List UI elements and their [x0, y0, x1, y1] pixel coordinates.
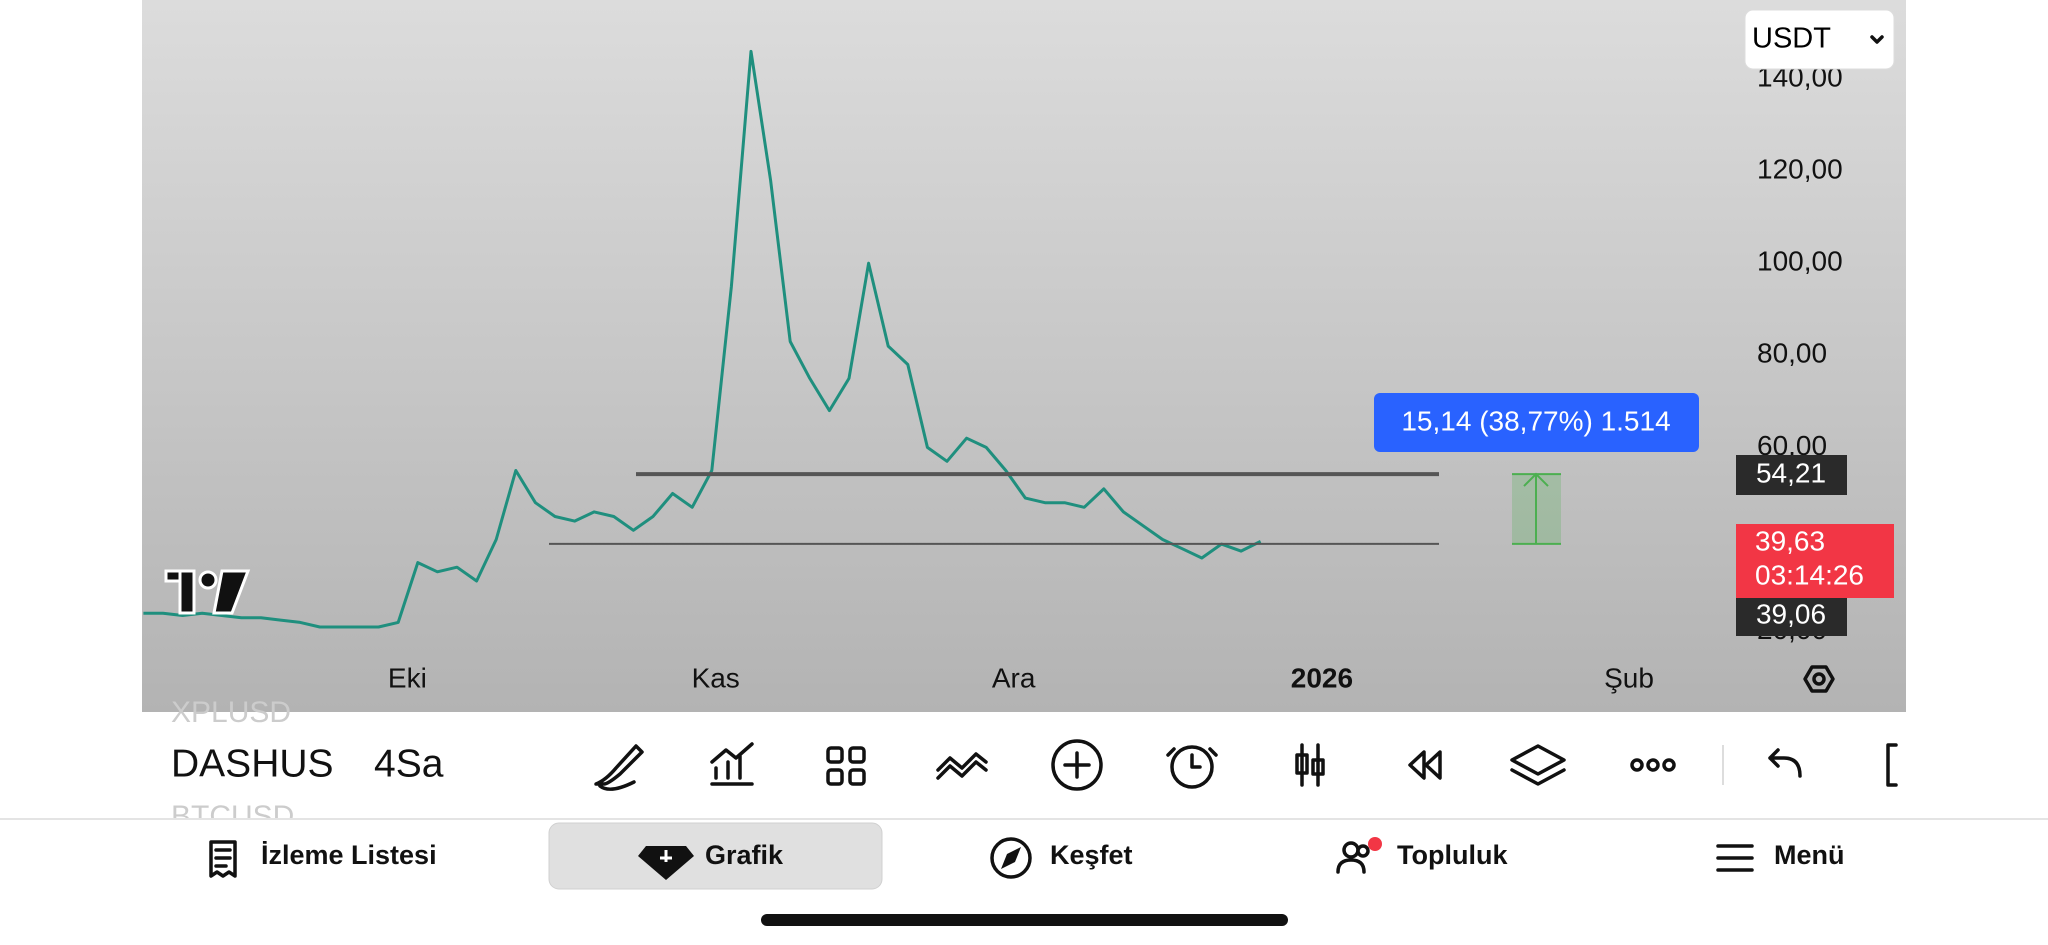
x-tick-label: Eki	[388, 662, 427, 693]
nav-community[interactable]: Topluluk	[1397, 840, 1508, 870]
level-label: 39,06	[1756, 598, 1826, 629]
nav-icons	[209, 837, 1754, 880]
countdown: 03:14:26	[1755, 559, 1864, 590]
interval[interactable]: 4Sa	[374, 742, 444, 785]
y-tick-label: 120,00	[1757, 154, 1843, 185]
price-line	[143, 49, 1262, 629]
nav-active	[548, 822, 883, 890]
measure-label: 15,14 (38,77%) 1.514	[1401, 405, 1670, 436]
x-tick-label: Ara	[992, 662, 1036, 693]
x-tick-label: 2026	[1291, 662, 1353, 693]
chart-settings[interactable]	[1803, 665, 1835, 693]
measure-arrow	[1523, 472, 1549, 544]
symbol[interactable]: DASHUS	[171, 742, 334, 785]
tv-logo	[164, 569, 251, 615]
symbol-prev: XPLUSD	[171, 696, 291, 729]
nav-watchlist[interactable]: İzleme Listesi	[261, 840, 437, 870]
nav-chart[interactable]: Grafik	[705, 840, 784, 870]
nav-explore[interactable]: Keşfet	[1050, 840, 1133, 870]
toolbar-icons[interactable]	[594, 739, 1898, 791]
toolbar	[142, 712, 1906, 819]
y-tick-label: 100,00	[1757, 246, 1843, 277]
y-tick-label: 80,00	[1757, 338, 1827, 369]
home-indicator	[761, 914, 1288, 926]
chart-area	[142, 0, 1906, 712]
nav-menu[interactable]: Menü	[1774, 840, 1845, 870]
x-tick-label: Şub	[1604, 662, 1654, 693]
last-price-box	[1736, 524, 1894, 598]
currency: USDT	[1752, 23, 1831, 55]
level-label: 54,21	[1756, 457, 1826, 488]
nav-bar	[0, 819, 2048, 945]
x-tick-label: Kas	[692, 662, 740, 693]
overlay: 15,14 (38,77%) 1.514 54,21 39,06 39,6303:14…	[549, 393, 1894, 636]
currency-select[interactable]: USDT	[1744, 9, 1895, 70]
last-price: 39,63	[1755, 525, 1825, 556]
measure-box	[1374, 393, 1699, 452]
level-box	[1736, 596, 1847, 636]
level-box	[1736, 455, 1847, 495]
